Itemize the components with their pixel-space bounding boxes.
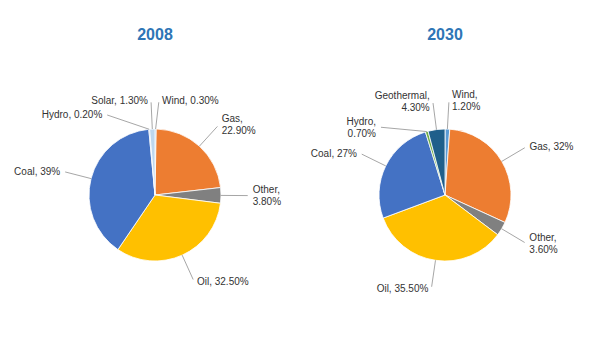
leader-line [221, 195, 248, 196]
leader-line [362, 154, 386, 166]
slice-label: Other,3.80% [253, 184, 281, 207]
leader-line [502, 148, 525, 162]
chart-canvas: 2008 Wind, 0.30%Gas,22.90% Other,3.80% Oil,… [0, 0, 600, 347]
leader-line [502, 229, 525, 243]
leader-line [433, 103, 436, 130]
slice-label: Wind,1.20% [452, 89, 480, 112]
slice-label: Hydro, 0.20% [42, 109, 103, 120]
slice-label: Coal, 39% [14, 166, 60, 177]
leader-line [107, 115, 149, 129]
slice-label: Gas, 32% [530, 141, 574, 152]
background [0, 0, 600, 347]
leader-line [182, 255, 193, 279]
leader-line [447, 102, 449, 129]
leader-line [381, 127, 427, 131]
pie-wedge [149, 129, 155, 195]
wedges [379, 129, 511, 261]
leader-line [432, 260, 436, 286]
leader-line [199, 126, 217, 146]
pie-chart: 2030 Wind,1.20% Gas, 32% Other,3.60% Oil, 35… [311, 26, 574, 294]
slice-label: Oil, 35.50% [377, 283, 429, 294]
slice-label: Geothermal,4.30% [375, 90, 430, 113]
pie-chart: 2008 Wind, 0.30%Gas,22.90% Other,3.80% Oil,… [14, 26, 281, 287]
slice-label: Gas,22.90% [222, 113, 256, 136]
wedges [89, 129, 221, 261]
slice-label: Hydro,0.70% [347, 116, 377, 139]
leader-line [151, 102, 152, 129]
chart-title: 2008 [137, 26, 173, 43]
pie-wedge [428, 129, 445, 195]
slice-label: Other,3.60% [529, 232, 557, 255]
slice-label: Oil, 32.50% [197, 276, 249, 287]
pie-wedge [155, 129, 221, 195]
leader-line [65, 172, 91, 179]
slice-label: Solar, 1.30% [91, 95, 148, 106]
leader-line [156, 102, 159, 129]
slice-label: Wind, 0.30% [162, 95, 219, 106]
pie-wedge [150, 129, 155, 195]
chart-title: 2030 [427, 26, 463, 43]
pie-wedge [89, 129, 155, 249]
slice-label: Coal, 27% [311, 148, 357, 159]
